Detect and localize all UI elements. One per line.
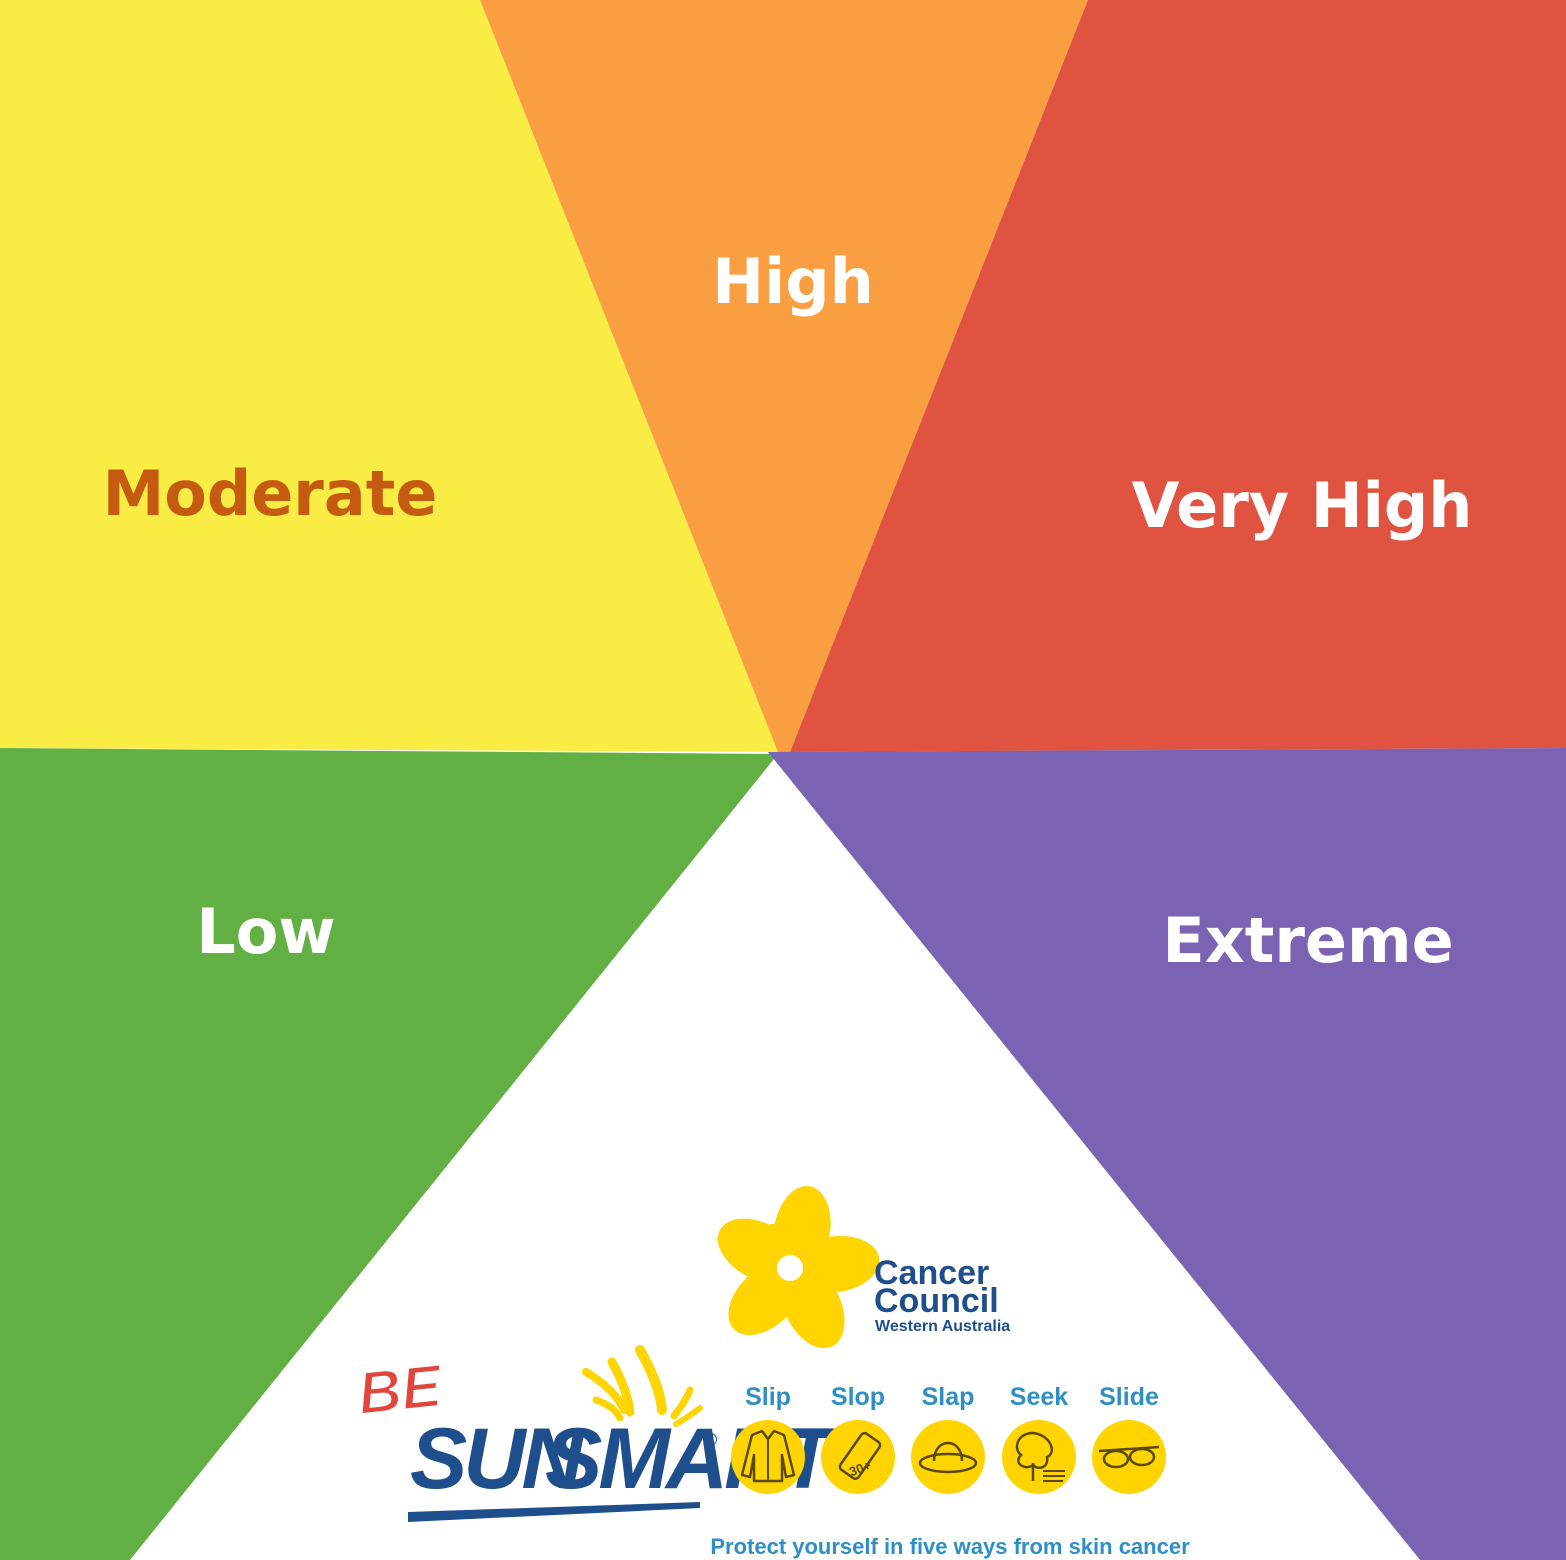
- cancer-council-line1: Cancer: [874, 1254, 989, 1292]
- daffodil-center: [777, 1255, 803, 1281]
- sunglasses-icon: [1092, 1420, 1166, 1494]
- cancer-council-region: Western Australia: [875, 1318, 1010, 1335]
- action-label-slip: Slip: [745, 1383, 791, 1411]
- shirt-icon: [731, 1420, 805, 1494]
- label-moderate: Moderate: [103, 457, 438, 530]
- label-high: High: [712, 245, 874, 318]
- segment-very-high-wedge: [790, 0, 1566, 752]
- shade-tree-icon: [1002, 1420, 1076, 1494]
- center-white-triangle: [130, 772, 1420, 1560]
- tagline: Protect yourself in five ways from skin …: [710, 1534, 1190, 1559]
- sun-rays-icon: [582, 1345, 703, 1427]
- segment-extreme-wedge: [768, 748, 1566, 1560]
- segment-low-wedge: [0, 748, 778, 1560]
- action-label-slap: Slap: [922, 1383, 975, 1411]
- segment-moderate-wedge: [0, 0, 778, 752]
- hat-icon: [911, 1420, 985, 1494]
- cancer-council-line2: Council: [874, 1282, 999, 1320]
- registered-mark: ®: [704, 1430, 717, 1450]
- sunscreen-icon: 30+: [821, 1420, 895, 1494]
- sunsmart-word-sun: SUN: [410, 1411, 585, 1507]
- label-low: Low: [196, 895, 335, 968]
- label-very-high: Very High: [1132, 469, 1473, 542]
- action-label-seek: Seek: [1010, 1383, 1068, 1411]
- label-extreme: Extreme: [1162, 904, 1453, 977]
- action-label-slop: Slop: [831, 1383, 885, 1411]
- be-sunsmart-prefix: BE: [355, 1352, 447, 1428]
- sunscreen-badge: 30+: [847, 1458, 873, 1480]
- segment-high-wedge: [480, 0, 1088, 752]
- sunsmart-underline-swoosh: [408, 1502, 700, 1522]
- action-label-slide: Slide: [1099, 1383, 1159, 1411]
